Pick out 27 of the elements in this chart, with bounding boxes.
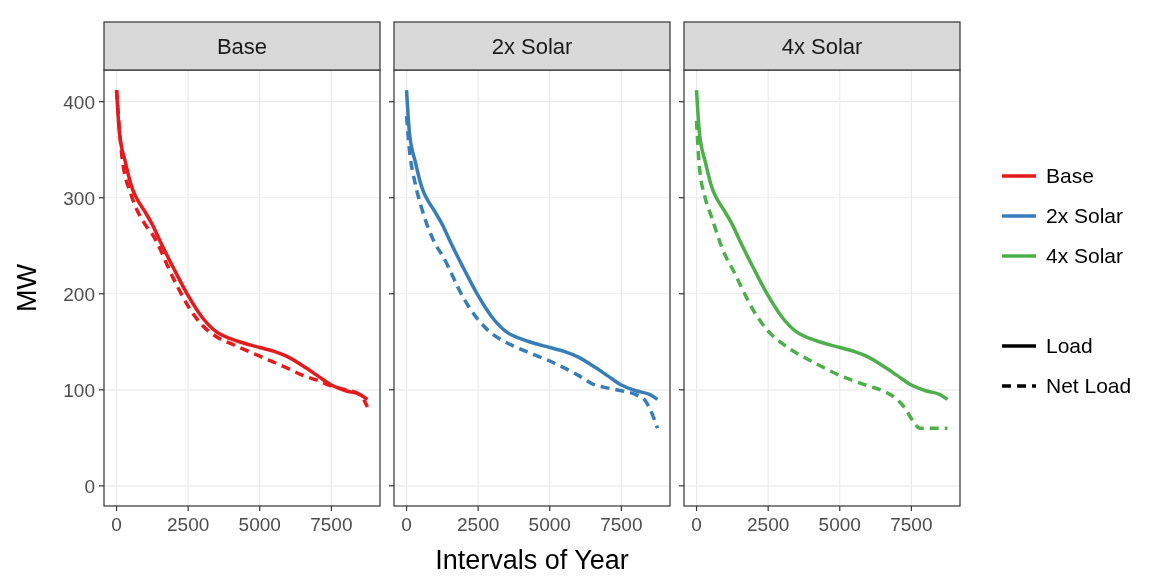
chart-title: 2x Solar (1046, 204, 1124, 227)
chart-title: Base (1046, 164, 1094, 187)
x-axis-title: Intervals of Year (435, 545, 629, 575)
text: Load (1046, 334, 1093, 357)
x-tick-label: 5000 (818, 514, 861, 535)
y-tick-label: 200 (63, 283, 95, 305)
x-tick-label: 7500 (890, 514, 933, 535)
chart-title: 4x Solar (781, 34, 863, 59)
y-tick-label: 400 (63, 91, 95, 113)
text: Net Load (1046, 374, 1132, 397)
x-tick-label: 0 (401, 514, 412, 535)
x-tick-label: 7500 (600, 514, 643, 535)
x-tick-label: 7500 (310, 514, 353, 535)
y-axis-title: MW (12, 263, 42, 312)
chart-title: 4x Solar (1046, 244, 1124, 267)
x-tick-label: 2500 (747, 514, 790, 535)
x-tick-label: 2500 (167, 514, 210, 535)
x-tick-label: 0 (691, 514, 702, 535)
chart-title: 2x Solar (491, 34, 573, 59)
x-tick-label: 5000 (528, 514, 571, 535)
chart-title: Base (216, 34, 268, 59)
x-tick-label: 0 (111, 514, 122, 535)
x-tick-label: 5000 (238, 514, 281, 535)
x-tick-label: 2500 (457, 514, 500, 535)
y-tick-label: 300 (63, 187, 95, 209)
y-tick-label: 100 (63, 379, 95, 401)
y-tick-label: 0 (84, 475, 95, 497)
